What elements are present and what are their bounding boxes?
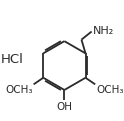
Text: OCH₃: OCH₃	[5, 85, 33, 95]
Text: OCH₃: OCH₃	[96, 85, 124, 95]
Text: NH₂: NH₂	[93, 26, 114, 36]
Text: OH: OH	[56, 102, 72, 112]
Text: HCl: HCl	[1, 53, 24, 66]
